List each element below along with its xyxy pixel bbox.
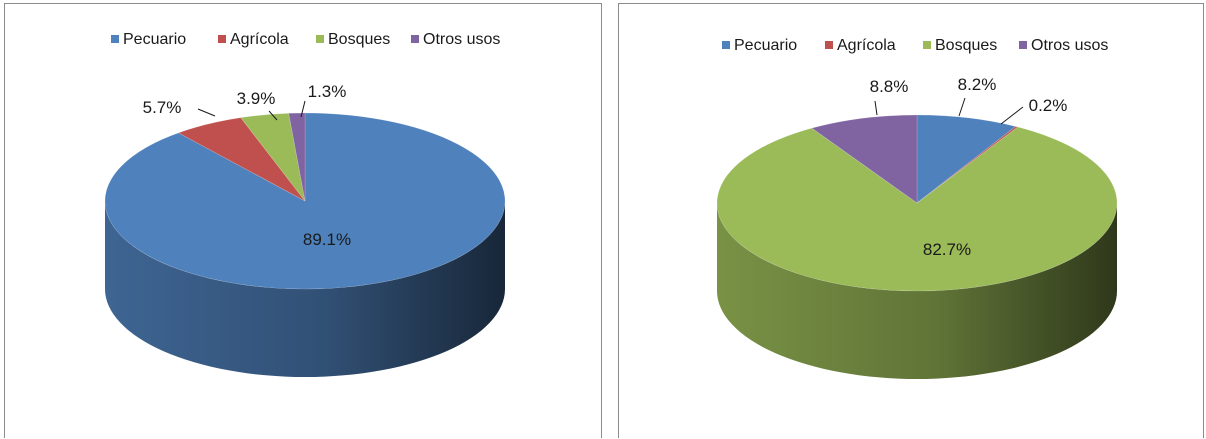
- legend-label: Bosques: [328, 31, 390, 48]
- data-label: 89.1%: [303, 230, 351, 249]
- legend-label: Agrícola: [837, 37, 896, 54]
- leader-line: [1000, 106, 1024, 125]
- leader-line: [958, 97, 966, 117]
- data-label: 82.7%: [923, 240, 971, 259]
- data-label: 1.3%: [308, 82, 347, 101]
- pie-slice-otros-usos: [288, 112, 306, 202]
- data-label: 8.2%: [958, 75, 997, 94]
- leader-line: [268, 110, 278, 121]
- data-label: 3.9%: [237, 89, 276, 108]
- data-label: 8.8%: [870, 77, 909, 96]
- legend-swatch: [1019, 41, 1027, 49]
- legend-swatch: [722, 41, 730, 49]
- pie-chart-left: 89.1% 5.7% 3.9% 1.3% Pecuario Agrícola Bosques…: [104, 31, 506, 377]
- pie-slice-pecuario: [104, 112, 506, 290]
- legend-swatch: [923, 41, 931, 49]
- leader-line: [874, 100, 878, 116]
- pie-slice-pecuario: [916, 114, 1017, 204]
- data-label: 5.7%: [143, 98, 182, 117]
- pie-slice-otros-usos: [811, 114, 918, 204]
- pie-slice-bosques: [716, 126, 1118, 292]
- legend-swatch: [316, 35, 324, 43]
- pie-slice-agricola: [177, 117, 306, 202]
- legend-label: Pecuario: [123, 31, 186, 48]
- legend-swatch: [825, 41, 833, 49]
- legend-label: Otros usos: [423, 31, 500, 48]
- pie-slice-bosques: [240, 112, 306, 202]
- chart-panel-right: 8.2% 0.2% 82.7% 8.8% Pecuario Agrícola Bosques…: [618, 3, 1204, 438]
- legend-swatch: [218, 35, 226, 43]
- legend-swatch: [411, 35, 419, 43]
- legend-label: Pecuario: [734, 37, 797, 54]
- leader-line: [300, 100, 306, 118]
- legend-label: Bosques: [935, 37, 997, 54]
- leader-line: [197, 108, 216, 117]
- legend-label: Otros usos: [1031, 37, 1108, 54]
- data-label: 0.2%: [1029, 96, 1068, 115]
- pie-chart-right: 8.2% 0.2% 82.7% 8.8% Pecuario Agrícola Bosques…: [716, 37, 1118, 379]
- pie-slice-agricola: [916, 126, 1019, 204]
- legend-swatch: [111, 35, 119, 43]
- legend-label: Agrícola: [230, 31, 289, 48]
- chart-panel-left: 89.1% 5.7% 3.9% 1.3% Pecuario Agrícola Bosques…: [4, 3, 602, 438]
